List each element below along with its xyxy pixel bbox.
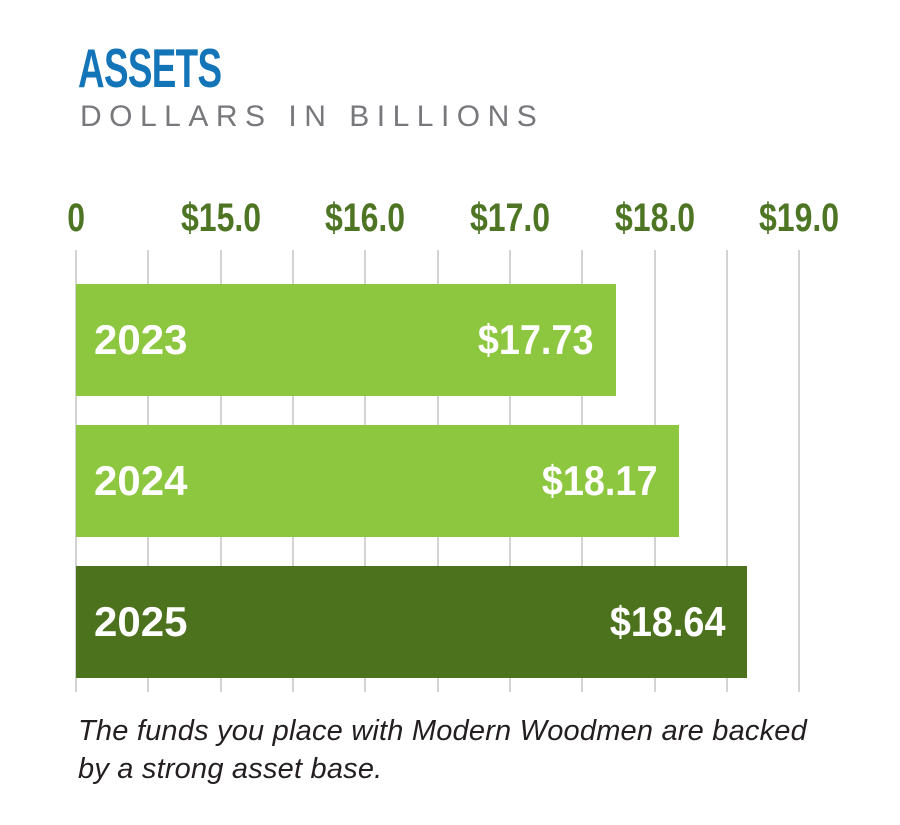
bar-2025: 2025 $18.64: [76, 566, 748, 678]
gridline: [725, 250, 728, 692]
footnote-line: by a strong asset base.: [78, 753, 383, 785]
axis-tick-label: $19.0: [719, 196, 879, 241]
footnote-line: The funds you place with Modern Woodmen …: [78, 715, 807, 747]
bar-year-label: 2025: [94, 598, 188, 645]
axis-tick-label: $16.0: [285, 196, 445, 241]
bar-value-label: $17.73: [477, 316, 594, 363]
axis-tick-label: $15.0: [141, 196, 301, 241]
page-title: ASSETS: [78, 37, 222, 99]
chart-subtitle: DOLLARS IN BILLIONS: [80, 100, 545, 133]
axis-tick-label-text: $15.0: [180, 196, 261, 240]
gridline: [798, 250, 801, 692]
bar-year-label: 2023: [94, 316, 188, 363]
bar-year-label: 2024: [94, 457, 188, 504]
axis-tick-label-text: $16.0: [325, 196, 406, 240]
bar-value-label: $18.64: [609, 598, 726, 645]
axis-tick-label-text: $17.0: [469, 196, 551, 240]
bar-value-label: $18.17: [541, 457, 658, 504]
bar-2024: 2024 $18.17: [76, 425, 680, 537]
bar-2023: 2023 $17.73: [76, 284, 616, 396]
axis-tick-label-text: 0: [67, 196, 85, 240]
axis-tick-label: 0: [0, 196, 156, 241]
axis-tick-label-text: $18.0: [614, 196, 695, 240]
axis-tick-label: $18.0: [575, 196, 735, 241]
footnote: The funds you place with Modern Woodmen …: [78, 712, 807, 788]
axis-tick-label: $17.0: [430, 196, 590, 241]
axis-tick-label-text: $19.0: [759, 196, 840, 240]
